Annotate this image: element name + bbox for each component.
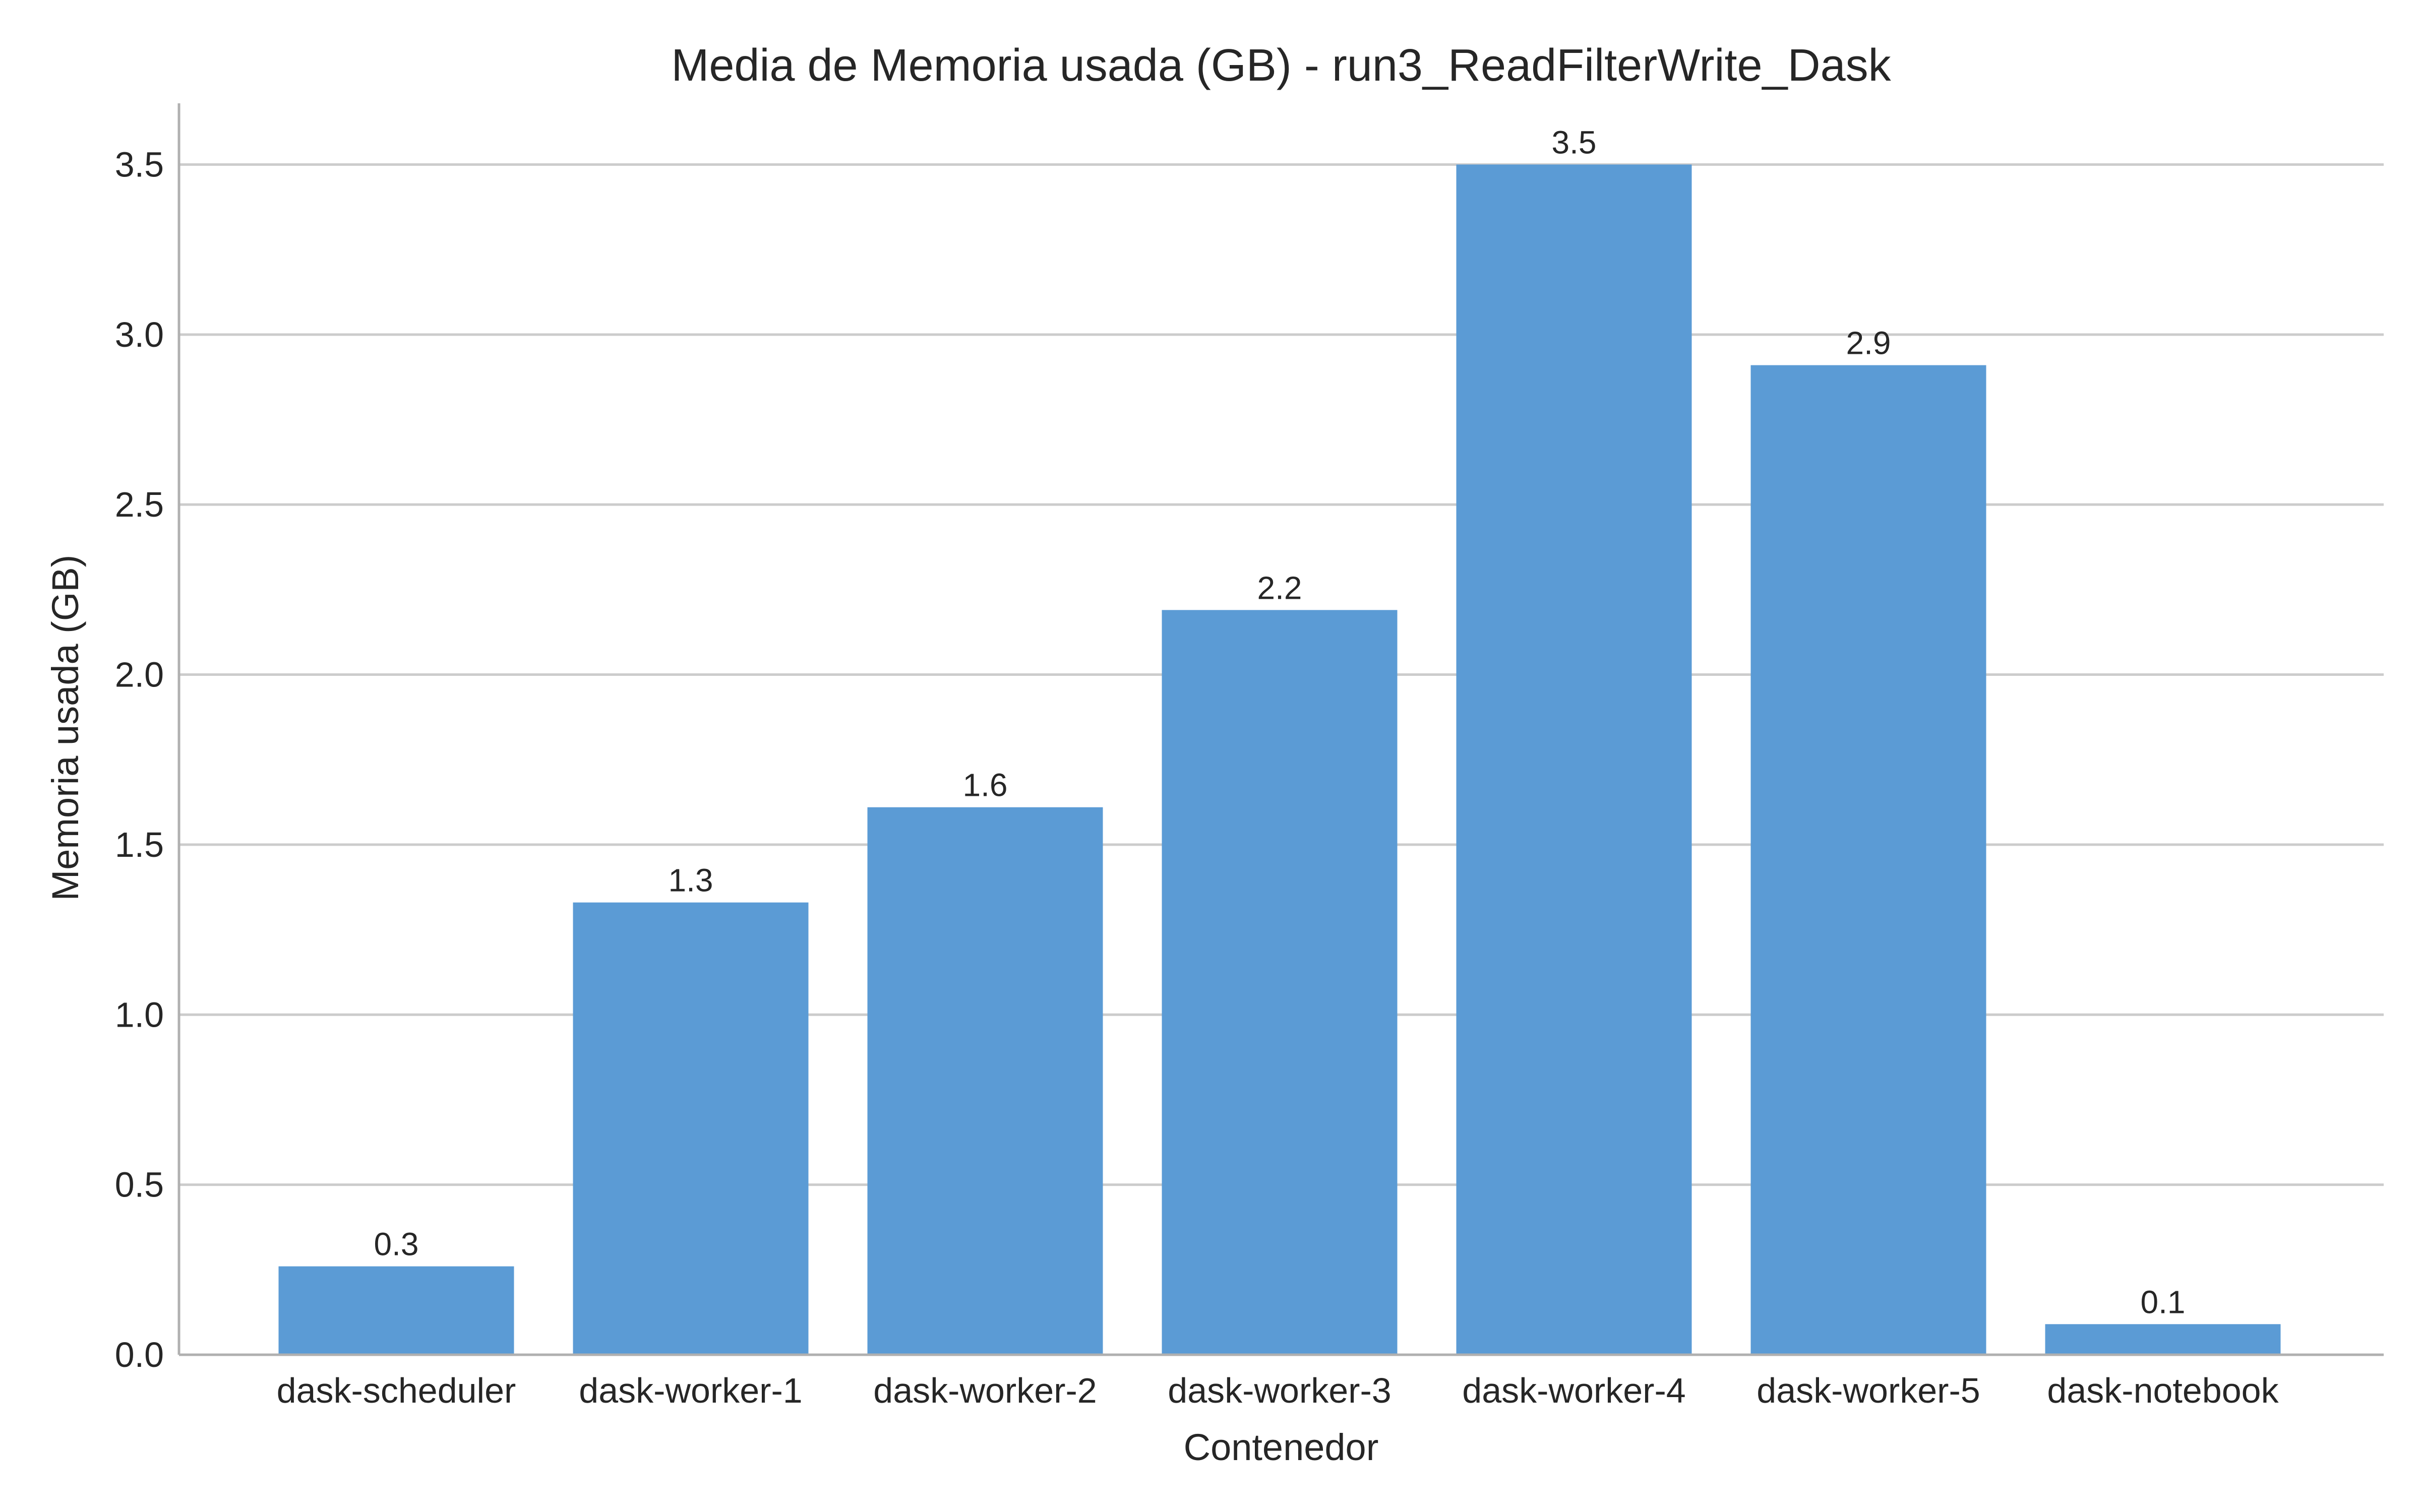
data-labels: 0.3 1.3 1.6 2.2 3.5 2.9 0.1 — [374, 124, 2186, 1320]
data-label: 1.3 — [669, 862, 713, 899]
y-tick-label: 1.0 — [115, 995, 164, 1034]
y-tick-label: 0.5 — [115, 1165, 164, 1205]
x-tick-label: dask-worker-5 — [1757, 1371, 1980, 1410]
x-axis-ticks: dask-scheduler dask-worker-1 dask-worker-2… — [277, 1371, 2279, 1410]
data-label: 1.6 — [963, 767, 1008, 803]
x-tick-label: dask-worker-2 — [873, 1371, 1097, 1410]
data-label: 2.2 — [1257, 570, 1302, 606]
bar — [1750, 365, 1986, 1355]
y-tick-label: 2.5 — [115, 485, 164, 524]
bar — [867, 807, 1103, 1355]
y-tick-label: 2.0 — [115, 655, 164, 695]
x-tick-label: dask-scheduler — [277, 1371, 516, 1410]
data-label: 0.3 — [374, 1226, 419, 1263]
bars — [278, 164, 2281, 1355]
chart-title: Media de Memoria usada (GB) - run3_ReadF… — [671, 40, 1891, 91]
data-label: 0.1 — [2141, 1284, 2186, 1320]
x-tick-label: dask-notebook — [2047, 1371, 2279, 1410]
bar — [573, 902, 809, 1355]
bar — [1456, 164, 1692, 1355]
x-tick-label: dask-worker-1 — [579, 1371, 802, 1410]
x-tick-label: dask-worker-3 — [1168, 1371, 1391, 1410]
bar — [2045, 1324, 2281, 1355]
data-label: 3.5 — [1552, 124, 1597, 160]
bar — [1162, 610, 1398, 1355]
y-tick-label: 3.5 — [115, 145, 164, 184]
x-axis-label: Contenedor — [1184, 1426, 1379, 1468]
x-tick-label: dask-worker-4 — [1462, 1371, 1685, 1410]
y-tick-label: 0.0 — [115, 1335, 164, 1374]
bar — [278, 1266, 514, 1355]
y-axis-label: Memoria usada (GB) — [44, 555, 86, 901]
data-label: 2.9 — [1846, 325, 1891, 361]
y-tick-label: 3.0 — [115, 315, 164, 354]
y-tick-label: 1.5 — [115, 825, 164, 864]
y-axis-ticks: 0.0 0.5 1.0 1.5 2.0 2.5 3.0 3.5 — [115, 145, 164, 1374]
